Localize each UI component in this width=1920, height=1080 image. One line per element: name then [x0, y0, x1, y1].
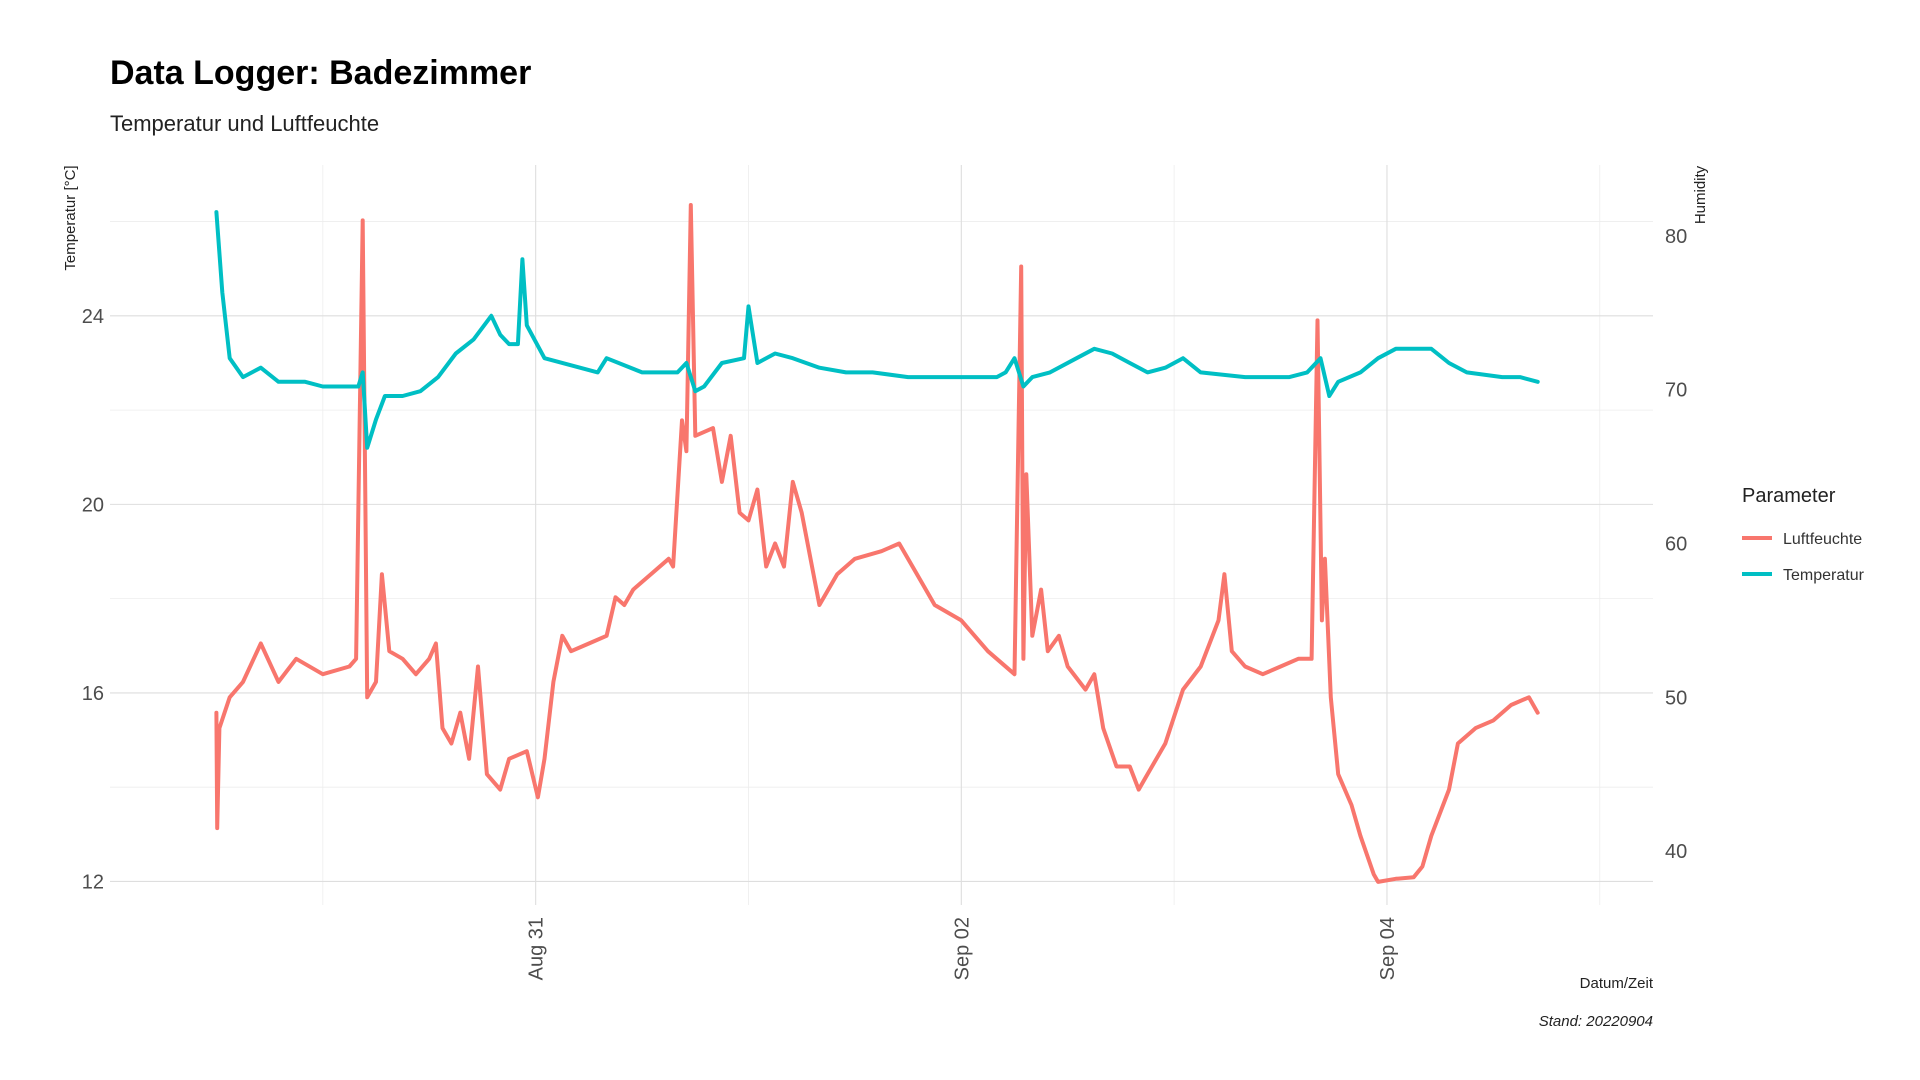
y2-axis-title: Humidity — [1692, 165, 1709, 224]
chart-title: Data Logger: Badezimmer — [110, 54, 531, 92]
chart-caption: Stand: 20220904 — [1539, 1013, 1653, 1030]
x-tick-label: Sep 04 — [1377, 917, 1399, 980]
y2-tick-label: 60 — [1665, 533, 1687, 555]
y-tick-label: 12 — [82, 871, 104, 893]
y-axis-title: Temperatur [°C] — [62, 165, 79, 270]
y-tick-label: 20 — [82, 494, 104, 516]
y-tick-label: 24 — [82, 306, 104, 328]
legend-label-luftfeuchte: Luftfeuchte — [1783, 531, 1862, 548]
legend-title: Parameter — [1742, 485, 1836, 507]
y2-tick-label: 70 — [1665, 380, 1687, 402]
series-temperatur — [214, 210, 1540, 450]
y-tick-label: 16 — [82, 683, 104, 705]
series-lines — [214, 203, 1540, 884]
grid — [110, 165, 1653, 905]
series-luftfeuchte — [214, 203, 1540, 884]
x-tick-label: Sep 02 — [951, 917, 973, 980]
axis-ticks: 12 16 20 24 40 50 60 70 80 Aug 31 Sep 02 Sep 04 — [82, 226, 1688, 981]
chart-subtitle: Temperatur und Luftfeuchte — [110, 111, 379, 136]
y2-tick-label: 50 — [1665, 687, 1687, 709]
y2-tick-label: 80 — [1665, 226, 1687, 248]
y2-tick-label: 40 — [1665, 841, 1687, 863]
legend-label-temperatur: Temperatur — [1783, 567, 1865, 584]
x-tick-label: Aug 31 — [526, 917, 548, 980]
legend: Parameter Luftfeuchte Temperatur — [1742, 485, 1865, 584]
x-axis-title: Datum/Zeit — [1580, 975, 1654, 992]
